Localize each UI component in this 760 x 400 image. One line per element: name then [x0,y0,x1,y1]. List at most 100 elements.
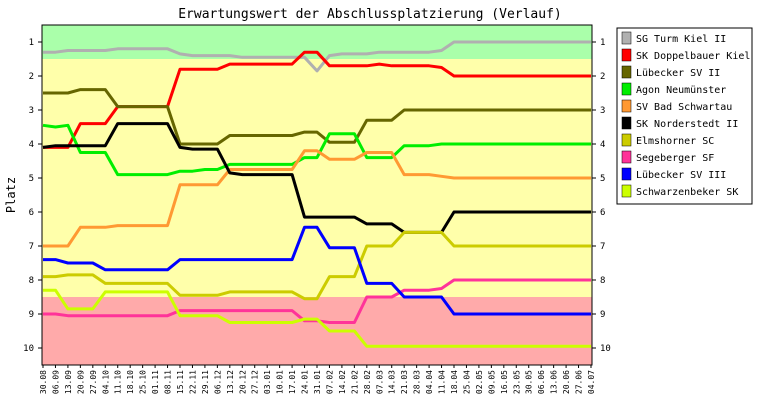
x-axis: 30.08 06.09 13.09 20.09 27.09 04.10 11.10 18.10… [39,365,596,394]
series-line-5 [43,149,591,248]
x-tick-label: 11.10 [114,370,123,394]
legend-swatch [621,31,632,45]
y-tick-label-right: 6 [600,208,605,218]
legend-label: Lübecker SV II [636,68,720,79]
y-tick-label-left: 6 [29,208,34,218]
x-tick-label: 10.01 [276,370,285,394]
x-tick-label: 13.09 [64,370,73,394]
x-tick-label: 04.07 [587,370,596,394]
x-tick-label: 28.03 [413,370,422,394]
y-tick-label-left: 3 [29,106,34,116]
x-tick-label: 02.05 [475,370,484,394]
y-tick-label-left: 7 [29,242,34,252]
x-tick-label: 14.03 [388,370,397,394]
x-tick-label: 09.05 [487,370,496,394]
x-tick-label: 15.11 [176,370,185,394]
y-tick-label-right: 7 [600,242,605,252]
legend-label: Lübecker SV III [636,170,726,181]
y-tick-label-right: 2 [600,72,605,82]
x-tick-label: 04.10 [101,370,110,394]
legend-label: Agon Neumünster [636,85,726,96]
x-tick-label: 29.11 [201,370,210,394]
y-tick-label-right: 9 [600,310,605,320]
x-tick-label: 13.12 [226,370,235,394]
series-line-7 [43,230,591,301]
x-tick-label: 21.03 [400,370,409,394]
chart-title: Erwartungswert der Abschlussplatzierung … [178,7,562,22]
y-axis-label: Platz [4,177,18,213]
x-tick-label: 24.01 [301,370,310,394]
x-tick-label: 03.01 [263,370,272,394]
x-tick-label: 18.10 [126,370,135,394]
y-tick-label-left: 4 [29,140,34,150]
legend-swatch [621,99,632,113]
y-tick-label-left: 1 [29,38,34,48]
series-line-10 [43,288,591,348]
y-tick-label-right: 4 [600,140,605,150]
legend-swatch [621,150,632,164]
x-tick-label: 18.04 [450,370,459,394]
legend-swatch [621,116,632,130]
plot-border [41,24,593,366]
legend-label: Schwarzenbeker SK [636,187,738,198]
x-tick-label: 04.04 [425,370,434,394]
legend-swatch [621,48,632,62]
zone-band-3 [42,297,592,365]
series-line-4 [42,123,591,177]
x-tick-label: 17.01 [288,370,297,394]
x-tick-label: 30.08 [39,370,48,394]
legend-swatch [621,167,632,181]
x-tick-label: 23.05 [512,370,521,394]
x-tick-label: 27.12 [251,370,260,394]
x-tick-label: 31.01 [313,370,322,394]
x-tick-label: 16.05 [500,370,509,394]
y-tick-label-left: 2 [29,72,34,82]
x-tick-label: 13.06 [550,370,559,394]
legend: SG Turm Kiel II SK Doppelbauer Kiel Lübeck… [616,27,753,205]
series-line-3 [43,88,591,146]
x-tick-label: 25.04 [462,370,471,394]
y-tick-label-right: 5 [600,174,605,184]
y-tick-label-right: 3 [600,106,605,116]
x-tick-label: 20.12 [238,370,247,394]
legend-swatch [621,82,632,96]
series-line-6 [42,122,591,234]
legend-swatch [621,133,632,147]
x-tick-label: 27.09 [89,370,98,394]
legend-label: Segeberger SF [636,153,714,164]
x-tick-label: 01.11 [151,370,160,394]
y-axis-right: 1 2 3 4 5 6 7 8 9 10 [592,38,611,354]
series-line-9 [43,225,591,316]
x-tick-label: 21.02 [350,370,359,394]
y-tick-label-right: 10 [600,344,611,354]
x-tick-label: 27.06 [575,370,584,394]
x-tick-label: 30.05 [525,370,534,394]
series-line-1 [43,40,591,73]
x-tick-label: 20.06 [562,370,571,394]
y-tick-label-right: 8 [600,276,605,286]
x-tick-label: 25.10 [139,370,148,394]
y-tick-label-right: 1 [600,38,605,48]
x-tick-label: 06.06 [537,370,546,394]
legend-swatch [621,65,632,79]
legend-box [616,27,753,205]
x-tick-label: 08.11 [164,370,173,394]
legend-swatch [621,184,632,198]
x-tick-label: 07.02 [325,370,334,394]
x-tick-label: 22.11 [188,370,197,394]
x-tick-label: 14.02 [338,370,347,394]
x-tick-label: 11.04 [438,370,447,394]
x-tick-label: 07.03 [375,370,384,394]
y-tick-label-left: 5 [29,174,34,184]
legend-label: SV Bad Schwartau [636,102,732,113]
y-tick-label-left: 10 [23,344,34,354]
x-tick-label: 20.09 [76,370,85,394]
legend-label: Elmshorner SC [636,136,714,147]
y-tick-label-left: 8 [29,276,34,286]
y-axis-left: 1 2 3 4 5 6 7 8 9 10 [23,38,42,354]
legend-label: SK Norderstedt II [636,119,738,130]
x-tick-label: 06.09 [51,370,60,394]
x-tick-label: 28.02 [363,370,372,394]
